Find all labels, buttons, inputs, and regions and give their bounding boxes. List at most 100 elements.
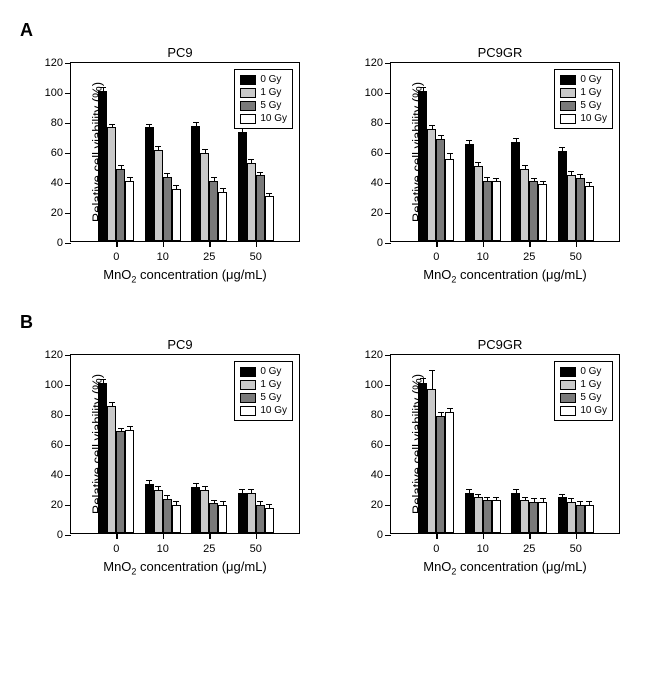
bar bbox=[520, 500, 529, 533]
legend-swatch bbox=[560, 75, 576, 85]
bar bbox=[247, 163, 256, 241]
bar bbox=[483, 181, 492, 241]
legend-label: 10 Gy bbox=[580, 404, 607, 417]
y-tick-label: 0 bbox=[37, 529, 63, 541]
bar bbox=[265, 508, 274, 534]
legend-swatch bbox=[240, 75, 256, 85]
bar bbox=[436, 139, 445, 241]
legend-label: 10 Gy bbox=[580, 112, 607, 125]
y-tick-label: 100 bbox=[357, 379, 383, 391]
legend-swatch bbox=[560, 406, 576, 416]
y-tick-label: 40 bbox=[37, 469, 63, 481]
legend-label: 0 Gy bbox=[260, 365, 281, 378]
x-axis-label: MnO2 concentration (μg/mL) bbox=[423, 267, 587, 285]
bar bbox=[107, 406, 116, 534]
chart-title: PC9GR bbox=[380, 337, 620, 352]
x-tick-label: 50 bbox=[570, 251, 582, 263]
legend-swatch bbox=[240, 380, 256, 390]
y-tick-label: 20 bbox=[37, 499, 63, 511]
bar bbox=[418, 91, 427, 241]
x-tick-label: 0 bbox=[113, 251, 119, 263]
chart-title: PC9GR bbox=[380, 45, 620, 60]
bar bbox=[427, 389, 436, 533]
bar bbox=[145, 127, 154, 241]
bar bbox=[418, 383, 427, 533]
legend: 0 Gy1 Gy5 Gy10 Gy bbox=[234, 69, 293, 129]
x-tick-label: 50 bbox=[570, 543, 582, 555]
legend-swatch bbox=[560, 114, 576, 124]
bar bbox=[163, 499, 172, 534]
x-axis-label: MnO2 concentration (μg/mL) bbox=[103, 267, 267, 285]
bar bbox=[125, 430, 134, 534]
plot-area: 020406080100120Relative cell viability (… bbox=[390, 354, 620, 534]
y-tick-label: 80 bbox=[37, 117, 63, 129]
bar bbox=[474, 166, 483, 241]
legend-swatch bbox=[240, 114, 256, 124]
x-tick-label: 10 bbox=[477, 251, 489, 263]
bar bbox=[567, 502, 576, 534]
bar bbox=[445, 159, 454, 242]
bar bbox=[492, 500, 501, 533]
legend-swatch bbox=[240, 367, 256, 377]
bar bbox=[483, 500, 492, 533]
x-tick-label: 25 bbox=[523, 543, 535, 555]
bar bbox=[511, 493, 520, 534]
x-tick-label: 0 bbox=[433, 543, 439, 555]
legend: 0 Gy1 Gy5 Gy10 Gy bbox=[554, 361, 613, 421]
bar bbox=[116, 431, 125, 533]
legend-label: 1 Gy bbox=[580, 86, 601, 99]
y-tick-label: 100 bbox=[37, 379, 63, 391]
bar bbox=[256, 175, 265, 241]
bar bbox=[98, 91, 107, 241]
bar bbox=[238, 493, 247, 534]
bar bbox=[172, 189, 181, 242]
plot-area: 020406080100120Relative cell viability (… bbox=[70, 354, 300, 534]
chart-title: PC9 bbox=[60, 45, 300, 60]
bar bbox=[200, 490, 209, 534]
bar bbox=[465, 493, 474, 534]
y-tick-label: 0 bbox=[37, 237, 63, 249]
bar bbox=[520, 169, 529, 241]
y-tick-label: 0 bbox=[357, 529, 383, 541]
x-tick-label: 50 bbox=[250, 543, 262, 555]
plot-area: 020406080100120Relative cell viability (… bbox=[70, 62, 300, 242]
bar bbox=[218, 505, 227, 534]
legend-label: 1 Gy bbox=[580, 378, 601, 391]
x-axis-label: MnO2 concentration (μg/mL) bbox=[423, 559, 587, 577]
bar bbox=[465, 144, 474, 242]
x-axis-label: MnO2 concentration (μg/mL) bbox=[103, 559, 267, 577]
bar bbox=[154, 490, 163, 534]
legend-swatch bbox=[560, 88, 576, 98]
y-tick-label: 120 bbox=[37, 57, 63, 69]
legend-label: 5 Gy bbox=[580, 391, 601, 404]
legend-swatch bbox=[240, 393, 256, 403]
legend-swatch bbox=[560, 367, 576, 377]
y-tick-label: 60 bbox=[37, 147, 63, 159]
bar bbox=[576, 505, 585, 534]
x-tick-label: 25 bbox=[203, 543, 215, 555]
bar bbox=[558, 151, 567, 241]
y-tick-label: 120 bbox=[357, 349, 383, 361]
legend-label: 5 Gy bbox=[260, 99, 281, 112]
panel-A-row: PC9 020406080100120Relative cell viabilit… bbox=[20, 45, 639, 292]
x-tick-label: 0 bbox=[113, 543, 119, 555]
y-tick-label: 80 bbox=[357, 409, 383, 421]
bar bbox=[98, 383, 107, 533]
y-tick-label: 20 bbox=[357, 499, 383, 511]
bar bbox=[154, 150, 163, 242]
y-tick-label: 40 bbox=[357, 469, 383, 481]
x-tick-label: 25 bbox=[523, 251, 535, 263]
y-tick-label: 40 bbox=[357, 177, 383, 189]
legend-swatch bbox=[560, 101, 576, 111]
x-tick-label: 0 bbox=[433, 251, 439, 263]
x-tick-label: 50 bbox=[250, 251, 262, 263]
bar bbox=[265, 196, 274, 241]
bar bbox=[209, 181, 218, 241]
bar bbox=[576, 178, 585, 241]
bar bbox=[529, 502, 538, 534]
legend-label: 10 Gy bbox=[260, 404, 287, 417]
bar bbox=[538, 184, 547, 241]
legend-label: 0 Gy bbox=[580, 73, 601, 86]
legend-swatch bbox=[240, 88, 256, 98]
x-tick-label: 10 bbox=[157, 543, 169, 555]
